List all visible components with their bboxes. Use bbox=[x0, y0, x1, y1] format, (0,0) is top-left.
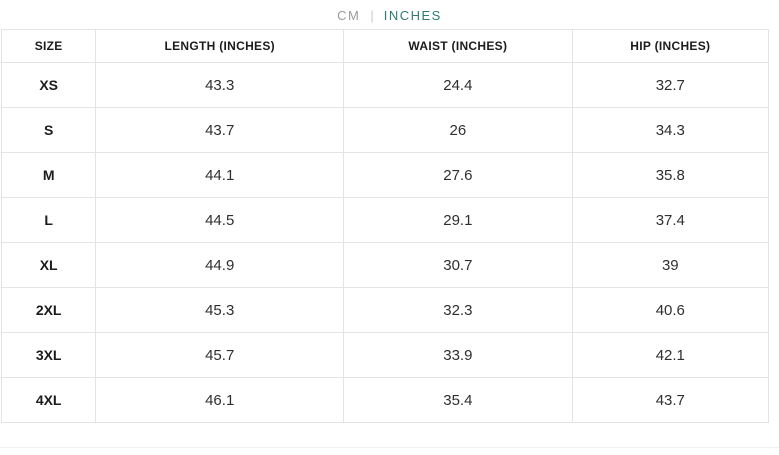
unit-toggle-inches[interactable]: INCHES bbox=[383, 7, 442, 23]
column-header-waist: WAIST (INCHES) bbox=[343, 29, 573, 63]
size-chart-table: SIZE LENGTH (INCHES) WAIST (INCHES) HIP … bbox=[0, 29, 770, 423]
size-label: XS bbox=[0, 62, 97, 108]
length-value: 44.9 bbox=[95, 242, 345, 288]
unit-toggle-separator: | bbox=[370, 7, 374, 23]
table-row: 3XL 45.7 33.9 42.1 bbox=[0, 332, 770, 378]
waist-value: 33.9 bbox=[343, 332, 573, 378]
table-row: 4XL 46.1 35.4 43.7 bbox=[0, 377, 770, 423]
size-label: S bbox=[0, 107, 97, 153]
length-value: 45.7 bbox=[95, 332, 345, 378]
size-label: 2XL bbox=[0, 287, 97, 333]
size-label: 4XL bbox=[0, 377, 97, 423]
length-value: 43.7 bbox=[95, 107, 345, 153]
table-row: XL 44.9 30.7 39 bbox=[0, 242, 770, 288]
unit-toggle: CM | INCHES bbox=[0, 0, 779, 28]
size-label: M bbox=[0, 152, 97, 198]
waist-value: 24.4 bbox=[343, 62, 573, 108]
column-header-length: LENGTH (INCHES) bbox=[95, 29, 345, 63]
waist-value: 29.1 bbox=[343, 197, 573, 243]
size-label: XL bbox=[0, 242, 97, 288]
length-value: 45.3 bbox=[95, 287, 345, 333]
hip-value: 34.3 bbox=[571, 107, 770, 153]
hip-value: 43.7 bbox=[571, 377, 770, 423]
waist-value: 32.3 bbox=[343, 287, 573, 333]
hip-value: 39 bbox=[571, 242, 770, 288]
column-header-size: SIZE bbox=[0, 29, 97, 63]
table-row: L 44.5 29.1 37.4 bbox=[0, 197, 770, 243]
length-value: 44.5 bbox=[95, 197, 345, 243]
waist-value: 27.6 bbox=[343, 152, 573, 198]
hip-value: 32.7 bbox=[571, 62, 770, 108]
table-row: XS 43.3 24.4 32.7 bbox=[0, 62, 770, 108]
size-label: 3XL bbox=[0, 332, 97, 378]
waist-value: 26 bbox=[343, 107, 573, 153]
hip-value: 40.6 bbox=[571, 287, 770, 333]
length-value: 43.3 bbox=[95, 62, 345, 108]
length-value: 44.1 bbox=[95, 152, 345, 198]
section-divider bbox=[0, 447, 779, 448]
unit-toggle-cm[interactable]: CM bbox=[337, 7, 361, 23]
size-label: L bbox=[0, 197, 97, 243]
column-header-hip: HIP (INCHES) bbox=[571, 29, 770, 63]
hip-value: 42.1 bbox=[571, 332, 770, 378]
table-header-row: SIZE LENGTH (INCHES) WAIST (INCHES) HIP … bbox=[0, 29, 770, 63]
hip-value: 37.4 bbox=[571, 197, 770, 243]
table-row: 2XL 45.3 32.3 40.6 bbox=[0, 287, 770, 333]
hip-value: 35.8 bbox=[571, 152, 770, 198]
waist-value: 35.4 bbox=[343, 377, 573, 423]
length-value: 46.1 bbox=[95, 377, 345, 423]
waist-value: 30.7 bbox=[343, 242, 573, 288]
table-row: M 44.1 27.6 35.8 bbox=[0, 152, 770, 198]
table-row: S 43.7 26 34.3 bbox=[0, 107, 770, 153]
